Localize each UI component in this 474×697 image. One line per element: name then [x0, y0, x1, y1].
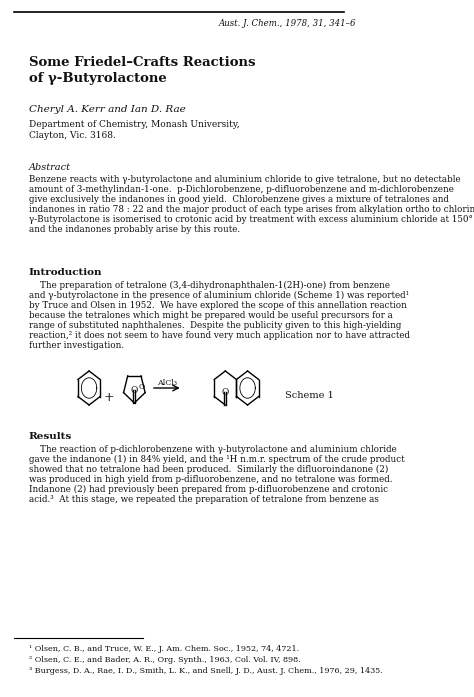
Text: ² Olsen, C. E., and Bader, A. R., Org. Synth., 1963, Col. Vol. IV, 898.: ² Olsen, C. E., and Bader, A. R., Org. S… [29, 656, 301, 664]
Text: The preparation of tetralone (3,4-dihydronaphthalen-1(2H)-one) from benzene: The preparation of tetralone (3,4-dihydr… [40, 281, 390, 290]
Text: give exclusively the indanones in good yield.  Chlorobenzene gives a mixture of : give exclusively the indanones in good y… [29, 195, 449, 204]
Text: AlCl₃: AlCl₃ [157, 379, 177, 387]
Text: Clayton, Vic. 3168.: Clayton, Vic. 3168. [29, 131, 116, 140]
Text: Benzene reacts with γ-butyrolactone and aluminium chloride to give tetralone, bu: Benzene reacts with γ-butyrolactone and … [29, 175, 460, 184]
Text: of γ-Butyrolactone: of γ-Butyrolactone [29, 72, 166, 85]
Text: acid.³  At this stage, we repeated the preparation of tetralone from benzene as: acid.³ At this stage, we repeated the pr… [29, 495, 379, 504]
Text: Introduction: Introduction [29, 268, 102, 277]
Text: reaction,² it does not seem to have found very much application nor to have attr: reaction,² it does not seem to have foun… [29, 331, 410, 340]
Text: The reaction of p-dichlorobenzene with γ-butyrolactone and aluminium chloride: The reaction of p-dichlorobenzene with γ… [40, 445, 397, 454]
Text: O: O [131, 386, 138, 395]
Text: because the tetralones which might be prepared would be useful precursors for a: because the tetralones which might be pr… [29, 311, 392, 320]
Text: Abstract: Abstract [29, 163, 71, 172]
Text: O: O [138, 383, 145, 391]
Text: Results: Results [29, 432, 72, 441]
Text: γ-Butyrolactone is isomerised to crotonic acid by treatment with excess aluminiu: γ-Butyrolactone is isomerised to crotoni… [29, 215, 473, 224]
Text: and γ-butyrolactone in the presence of aluminium chloride (Scheme 1) was reporte: and γ-butyrolactone in the presence of a… [29, 291, 409, 300]
Text: indanones in ratio 78 : 22 and the major product of each type arises from alkyla: indanones in ratio 78 : 22 and the major… [29, 205, 474, 214]
Text: showed that no tetralone had been produced.  Similarly the difluoroindanone (2): showed that no tetralone had been produc… [29, 465, 388, 474]
Text: amount of 3-methylindan-1-one.  p-Dichlorobenzene, p-difluorobenzene and m-dichl: amount of 3-methylindan-1-one. p-Dichlor… [29, 185, 454, 194]
Text: Some Friedel–Crafts Reactions: Some Friedel–Crafts Reactions [29, 56, 255, 69]
Text: Indanone (2) had previously been prepared from p-difluorobenzene and crotonic: Indanone (2) had previously been prepare… [29, 485, 388, 494]
Text: O: O [222, 388, 229, 397]
Text: Department of Chemistry, Monash University,: Department of Chemistry, Monash Universi… [29, 120, 239, 129]
Text: ¹ Olsen, C. B., and Truce, W. E., J. Am. Chem. Soc., 1952, 74, 4721.: ¹ Olsen, C. B., and Truce, W. E., J. Am.… [29, 645, 299, 653]
Text: ³ Burgess, D. A., Rae, I. D., Smith, L. K., and Snell, J. D., Aust. J. Chem., 19: ³ Burgess, D. A., Rae, I. D., Smith, L. … [29, 667, 383, 675]
Text: by Truce and Olsen in 1952.  We have explored the scope of this annellation reac: by Truce and Olsen in 1952. We have expl… [29, 301, 407, 310]
Text: gave the indanone (1) in 84% yield, and the ¹H n.m.r. spectrum of the crude prod: gave the indanone (1) in 84% yield, and … [29, 455, 404, 464]
Text: Aust. J. Chem., 1978, 31, 341–6: Aust. J. Chem., 1978, 31, 341–6 [219, 19, 356, 28]
Text: further investigation.: further investigation. [29, 341, 124, 350]
Text: was produced in high yield from p-difluorobenzene, and no tetralone was formed.: was produced in high yield from p-difluo… [29, 475, 392, 484]
Text: range of substituted naphthalenes.  Despite the publicity given to this high-yie: range of substituted naphthalenes. Despi… [29, 321, 401, 330]
Text: and the indanones probably arise by this route.: and the indanones probably arise by this… [29, 225, 240, 234]
Text: Scheme 1: Scheme 1 [285, 391, 334, 400]
Text: Cheryl A. Kerr and Ian D. Rae: Cheryl A. Kerr and Ian D. Rae [29, 105, 185, 114]
Text: +: + [103, 391, 114, 404]
